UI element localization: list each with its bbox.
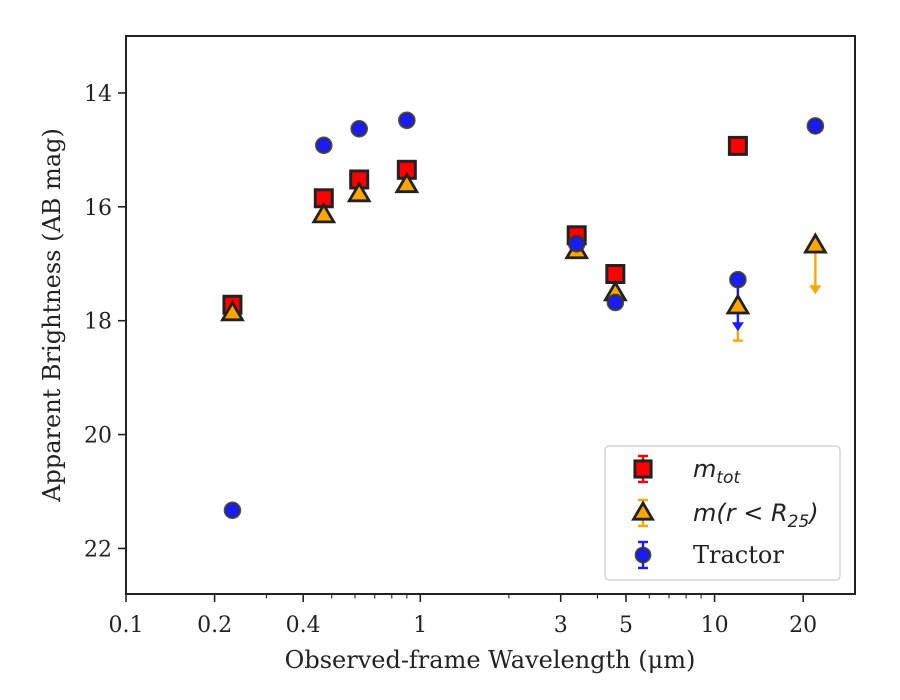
- data-point-triangle: [311, 202, 337, 224]
- data-point-triangle: [394, 171, 420, 194]
- data-point-circle: [729, 270, 747, 289]
- y-tick-label: 14: [84, 82, 112, 107]
- data-point-circle: [806, 117, 825, 135]
- upper-limit-arrow: [809, 285, 822, 295]
- x-tick-label: 10: [701, 613, 729, 638]
- x-tick-label: 1: [413, 613, 427, 638]
- y-tick-label: 20: [84, 424, 112, 449]
- x-tick-label: 3: [554, 613, 568, 638]
- legend-marker-square: [633, 459, 653, 479]
- x-tick-label: 20: [789, 613, 817, 638]
- y-axis-label: Apparent Brightness (AB mag): [38, 128, 66, 503]
- axis-ticks: 0.1 0.2 0.4 1 3 5 10 20 14 16 18 20 22: [84, 82, 817, 638]
- data-point-circle: [606, 293, 625, 312]
- data-point-triangle: [220, 300, 245, 322]
- data-markers: [220, 111, 828, 520]
- data-point-square: [605, 264, 626, 285]
- x-tick-label: 0.4: [286, 613, 321, 638]
- y-tick-label: 18: [84, 310, 112, 335]
- x-tick-label: 5: [619, 613, 633, 638]
- data-point-circle: [223, 501, 242, 520]
- legend-label: Tractor: [693, 541, 784, 569]
- legend-marker-triangle: [631, 500, 655, 521]
- data-point-square: [727, 135, 748, 156]
- data-point-circle: [350, 120, 368, 138]
- data-point-circle: [398, 111, 416, 130]
- legend-label: mtot: [693, 455, 741, 488]
- legend-marker-circle: [634, 546, 652, 564]
- x-axis-label: Observed-frame Wavelength (μm): [285, 646, 696, 674]
- data-point-triangle: [346, 181, 372, 203]
- data-point-circle: [314, 136, 333, 155]
- legend-box: [604, 445, 841, 581]
- legend: mtot m(r < R25) Tractor: [604, 445, 841, 581]
- legend-label: m(r < R25): [693, 499, 819, 532]
- x-tick-label: 0.1: [109, 613, 144, 638]
- y-tick-label: 16: [84, 196, 112, 221]
- x-tick-label: 0.2: [197, 613, 232, 638]
- upper-limit-arrow: [731, 322, 744, 332]
- data-point-triangle: [802, 232, 828, 254]
- data-point-circle: [567, 235, 586, 253]
- y-tick-label: 22: [84, 537, 112, 562]
- data-point-triangle: [725, 293, 751, 315]
- plot-area-frame: [125, 35, 856, 595]
